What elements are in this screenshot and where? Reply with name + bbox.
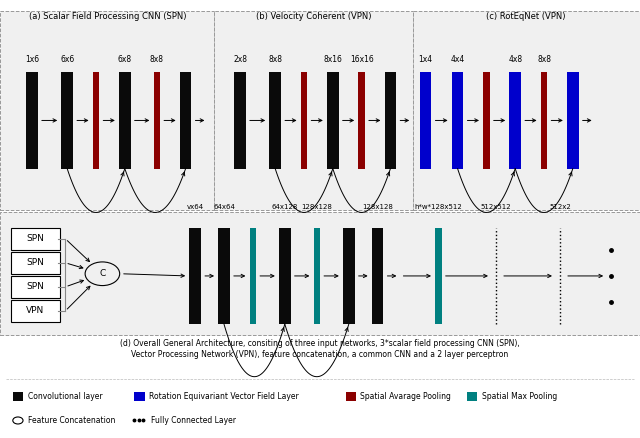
Text: h*w*128x512: h*w*128x512 [415,204,462,210]
Bar [119,72,131,169]
Bar [385,72,396,169]
Text: Rotation Equivariant Vector Field Layer: Rotation Equivariant Vector Field Layer [149,392,299,401]
Text: C: C [99,269,106,278]
Bar [435,228,442,324]
FancyBboxPatch shape [413,11,640,210]
Bar [93,72,99,169]
Bar [314,228,320,324]
FancyBboxPatch shape [11,276,60,298]
Text: 4x4: 4x4 [451,55,465,64]
Text: 6x6: 6x6 [60,55,74,64]
Text: (d) Overall General Architecture, consiting of three input networks, 3*scalar fi: (d) Overall General Architecture, consit… [120,339,520,359]
Text: SPN: SPN [26,283,44,291]
Bar [134,392,145,401]
Bar [467,392,477,401]
Text: 128x128: 128x128 [362,204,393,210]
Text: 8x8: 8x8 [537,55,551,64]
Text: 8x8: 8x8 [150,55,164,64]
Text: SPN: SPN [26,234,44,243]
Bar [343,228,355,324]
Bar [61,72,73,169]
Text: 6x8: 6x8 [118,55,132,64]
Text: 1x4: 1x4 [419,55,433,64]
FancyBboxPatch shape [11,251,60,274]
Bar [26,72,38,169]
Bar [541,72,547,169]
Bar [452,72,463,169]
Text: 64x64: 64x64 [213,204,235,210]
Bar [420,72,431,169]
Bar [154,72,160,169]
Text: SPN: SPN [26,258,44,267]
Bar [279,228,291,324]
Bar [358,72,365,169]
Bar [269,72,281,169]
FancyBboxPatch shape [11,300,60,322]
FancyBboxPatch shape [0,212,640,335]
Text: Feature Concatenation: Feature Concatenation [28,416,115,425]
Text: 8x8: 8x8 [268,55,282,64]
Text: 1x6: 1x6 [25,55,39,64]
Bar [346,392,356,401]
Bar [180,72,191,169]
Bar [483,72,490,169]
Bar [250,228,256,324]
Text: Spatial Max Pooling: Spatial Max Pooling [482,392,557,401]
Bar [327,72,339,169]
Bar [301,72,307,169]
Text: 512x512: 512x512 [481,204,511,210]
Text: (b) Velocity Coherent (VPN): (b) Velocity Coherent (VPN) [256,12,371,21]
Text: 16x16: 16x16 [349,55,374,64]
Bar [372,228,383,324]
FancyBboxPatch shape [11,228,60,250]
Text: Convolutional layer: Convolutional layer [28,392,102,401]
Text: Fully Connected Layer: Fully Connected Layer [151,416,236,425]
FancyBboxPatch shape [0,11,214,210]
Text: Spatial Avarage Pooling: Spatial Avarage Pooling [360,392,451,401]
Text: VPN: VPN [26,307,44,315]
Bar [234,72,246,169]
Text: 128x128: 128x128 [301,204,332,210]
Text: vx64: vx64 [187,204,204,210]
Text: 4x8: 4x8 [508,55,522,64]
Bar [189,228,201,324]
Bar [218,228,230,324]
Text: 2x8: 2x8 [233,55,247,64]
Bar [567,72,579,169]
Bar [509,72,521,169]
Text: 512x2: 512x2 [549,204,571,210]
Text: (a) Scalar Field Processing CNN (SPN): (a) Scalar Field Processing CNN (SPN) [29,12,186,21]
Text: (c) RotEqNet (VPN): (c) RotEqNet (VPN) [486,12,566,21]
Text: 8x16: 8x16 [323,55,342,64]
Bar [13,392,23,401]
Text: 64x128: 64x128 [271,204,298,210]
FancyBboxPatch shape [214,11,413,210]
